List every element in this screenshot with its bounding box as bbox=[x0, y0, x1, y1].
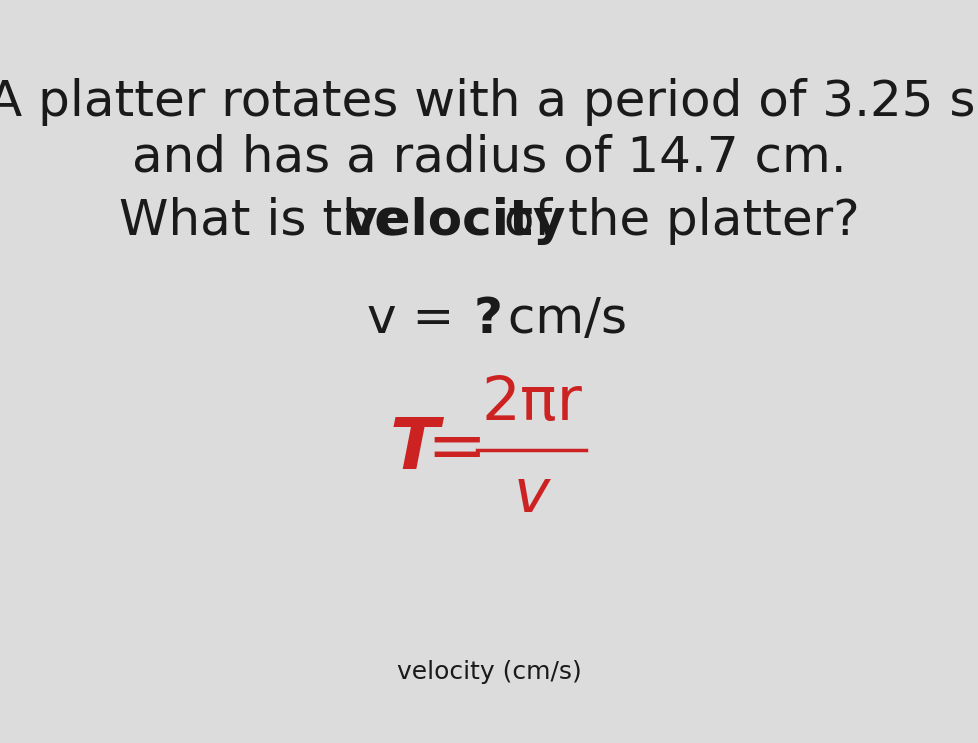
Text: T: T bbox=[389, 415, 439, 484]
Text: and has a radius of 14.7 cm.: and has a radius of 14.7 cm. bbox=[132, 134, 846, 182]
Text: velocity (cm/s): velocity (cm/s) bbox=[397, 661, 581, 684]
Text: ?: ? bbox=[473, 296, 502, 343]
Text: =: = bbox=[425, 415, 486, 484]
Text: of the platter?: of the platter? bbox=[488, 197, 860, 245]
Text: cm/s: cm/s bbox=[491, 296, 626, 343]
Text: A platter rotates with a period of 3.25 s,: A platter rotates with a period of 3.25 … bbox=[0, 78, 978, 126]
Text: velocity: velocity bbox=[343, 197, 564, 245]
Text: What is the: What is the bbox=[119, 197, 421, 245]
Text: v: v bbox=[512, 466, 549, 525]
Text: v =: v = bbox=[366, 296, 469, 343]
Text: 2πr: 2πr bbox=[480, 374, 581, 433]
